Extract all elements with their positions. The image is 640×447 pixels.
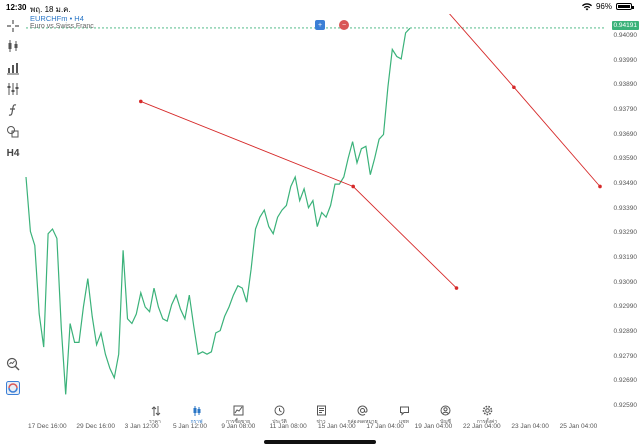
status-date: พฤ. 18 ม.ค. bbox=[30, 5, 71, 14]
time-tick: 23 Jan 04:00 bbox=[511, 423, 549, 430]
history-icon bbox=[274, 405, 285, 416]
timeframe-label[interactable]: H4 bbox=[6, 147, 20, 159]
settings-icon bbox=[482, 405, 492, 416]
price-tick: 0.93690 bbox=[613, 130, 638, 138]
nav-label: แชท bbox=[399, 419, 409, 425]
candles-icon bbox=[193, 406, 201, 416]
trendline-1[interactable] bbox=[439, 14, 601, 187]
symbol-subtitle: Euro vs Swiss Franc bbox=[30, 23, 94, 30]
trendline-handle[interactable] bbox=[139, 99, 143, 104]
price-tick: 0.93190 bbox=[613, 254, 638, 261]
left-toolbar: H4 bbox=[0, 14, 26, 424]
account-icon bbox=[440, 405, 451, 416]
time-tick: 25 Jan 04:00 bbox=[559, 423, 598, 430]
nav-label: การซื้อขาย bbox=[225, 419, 251, 425]
battery-percent: 96% bbox=[595, 2, 612, 11]
zoom-icon[interactable] bbox=[5, 356, 21, 372]
wifi-icon bbox=[581, 2, 592, 10]
time-tick: 22 Jan 04:00 bbox=[463, 423, 501, 430]
nav-label: การตั้งค่า bbox=[476, 419, 498, 425]
price-chart[interactable] bbox=[0, 14, 640, 434]
nav-label: ข่าว bbox=[316, 419, 326, 425]
status-time: 12:30 bbox=[6, 3, 27, 12]
price-tick: 0.92790 bbox=[613, 352, 638, 360]
trendline-handle[interactable] bbox=[454, 286, 459, 290]
price-tick: 0.92990 bbox=[613, 303, 638, 311]
price-series-line bbox=[25, 27, 411, 395]
arrows-icon bbox=[151, 406, 160, 416]
trendline-handle[interactable] bbox=[351, 184, 355, 189]
crosshair-icon[interactable] bbox=[5, 18, 21, 34]
nav-label: กราฟ bbox=[190, 419, 203, 425]
battery-icon bbox=[616, 3, 634, 10]
time-tick: 11 Jan 08:00 bbox=[269, 423, 307, 430]
trade-icon bbox=[233, 405, 243, 416]
function-icon[interactable] bbox=[5, 102, 21, 118]
time-tick: 29 Dec 16:00 bbox=[76, 423, 115, 430]
nav-item[interactable]: การตั้งค่า bbox=[467, 405, 507, 426]
indicators-icon[interactable] bbox=[5, 81, 21, 97]
shapes-icon[interactable] bbox=[5, 123, 21, 139]
price-tick: 0.93490 bbox=[613, 180, 638, 187]
nav-item[interactable]: ข่าว bbox=[301, 405, 341, 426]
time-tick: 19 Jan 04:00 bbox=[414, 423, 453, 430]
current-price-badge: 0.94191 bbox=[611, 21, 639, 30]
price-axis: 0.94090 0.93990 0.93890 0.93790 0.93690 0.935… bbox=[606, 14, 640, 418]
price-tick: 0.92890 bbox=[613, 328, 638, 335]
home-indicator bbox=[264, 440, 376, 444]
nav-item[interactable]: กล่องจดหมาย bbox=[343, 405, 383, 426]
price-tick: 0.93290 bbox=[613, 229, 638, 237]
price-tick: 0.93790 bbox=[613, 106, 638, 113]
nav-item[interactable]: บัญชี bbox=[426, 405, 466, 426]
time-tick: 15 Jan 04:00 bbox=[318, 423, 356, 430]
price-tick: 0.93090 bbox=[613, 278, 638, 286]
nav-label: ราคา bbox=[149, 419, 161, 425]
price-tick: 0.93890 bbox=[613, 81, 638, 89]
trade-buttons: + − bbox=[315, 20, 349, 30]
trendline-handle[interactable] bbox=[512, 85, 516, 90]
buy-button[interactable]: + bbox=[315, 20, 325, 30]
time-axis: 17 Dec 16:00 29 Dec 16:00 3 Jan 12:00 5 Jan… bbox=[26, 423, 606, 435]
at-icon bbox=[357, 405, 368, 416]
price-tick: 0.92690 bbox=[613, 377, 638, 385]
time-tick: 17 Dec 16:00 bbox=[28, 423, 67, 430]
price-tick: 0.94090 bbox=[613, 32, 638, 39]
news-icon bbox=[316, 405, 326, 416]
brand-icon[interactable] bbox=[5, 380, 21, 396]
chat-icon bbox=[399, 406, 409, 416]
price-tick: 0.93390 bbox=[613, 204, 638, 212]
battery-fill bbox=[618, 5, 630, 8]
nav-item[interactable]: ประวัติ bbox=[260, 405, 300, 426]
bottom-nav: ราคา กราฟ การซื้อขาย ประวัติ ข่าว กล่องจดหมาย… bbox=[0, 405, 640, 437]
nav-item[interactable]: การซื้อขาย bbox=[218, 405, 258, 426]
nav-item[interactable]: ราคา bbox=[135, 405, 175, 426]
chart-area[interactable]: EURCHFm • H4 Euro vs Swiss Franc + − 0.9… bbox=[0, 14, 640, 434]
status-bar: 12:30 พฤ. 18 ม.ค. 96% bbox=[0, 0, 640, 14]
time-tick: 3 Jan 12:00 bbox=[124, 423, 159, 430]
status-right: 96% bbox=[581, 2, 634, 11]
nav-item[interactable]: แชท bbox=[384, 405, 424, 426]
time-tick: 9 Jan 08:00 bbox=[221, 423, 256, 430]
price-tick: 0.93590 bbox=[613, 155, 638, 163]
symbol-title: EURCHFm • H4 bbox=[30, 14, 84, 23]
bar-chart-icon[interactable] bbox=[5, 60, 21, 76]
nav-label: บัญชี bbox=[440, 419, 451, 425]
nav-label: กล่องจดหมาย bbox=[347, 419, 378, 425]
candles-icon[interactable] bbox=[5, 38, 21, 54]
nav-item[interactable]: กราฟ bbox=[177, 405, 217, 426]
price-tick: 0.93990 bbox=[613, 56, 638, 64]
time-tick: 17 Jan 04:00 bbox=[366, 423, 404, 430]
nav-label: ประวัติ bbox=[272, 419, 287, 425]
trendline-handle[interactable] bbox=[598, 184, 602, 189]
time-tick: 5 Jan 12:00 bbox=[173, 423, 207, 430]
price-tick: 0.92590 bbox=[613, 402, 638, 409]
sell-button[interactable]: − bbox=[339, 20, 349, 30]
